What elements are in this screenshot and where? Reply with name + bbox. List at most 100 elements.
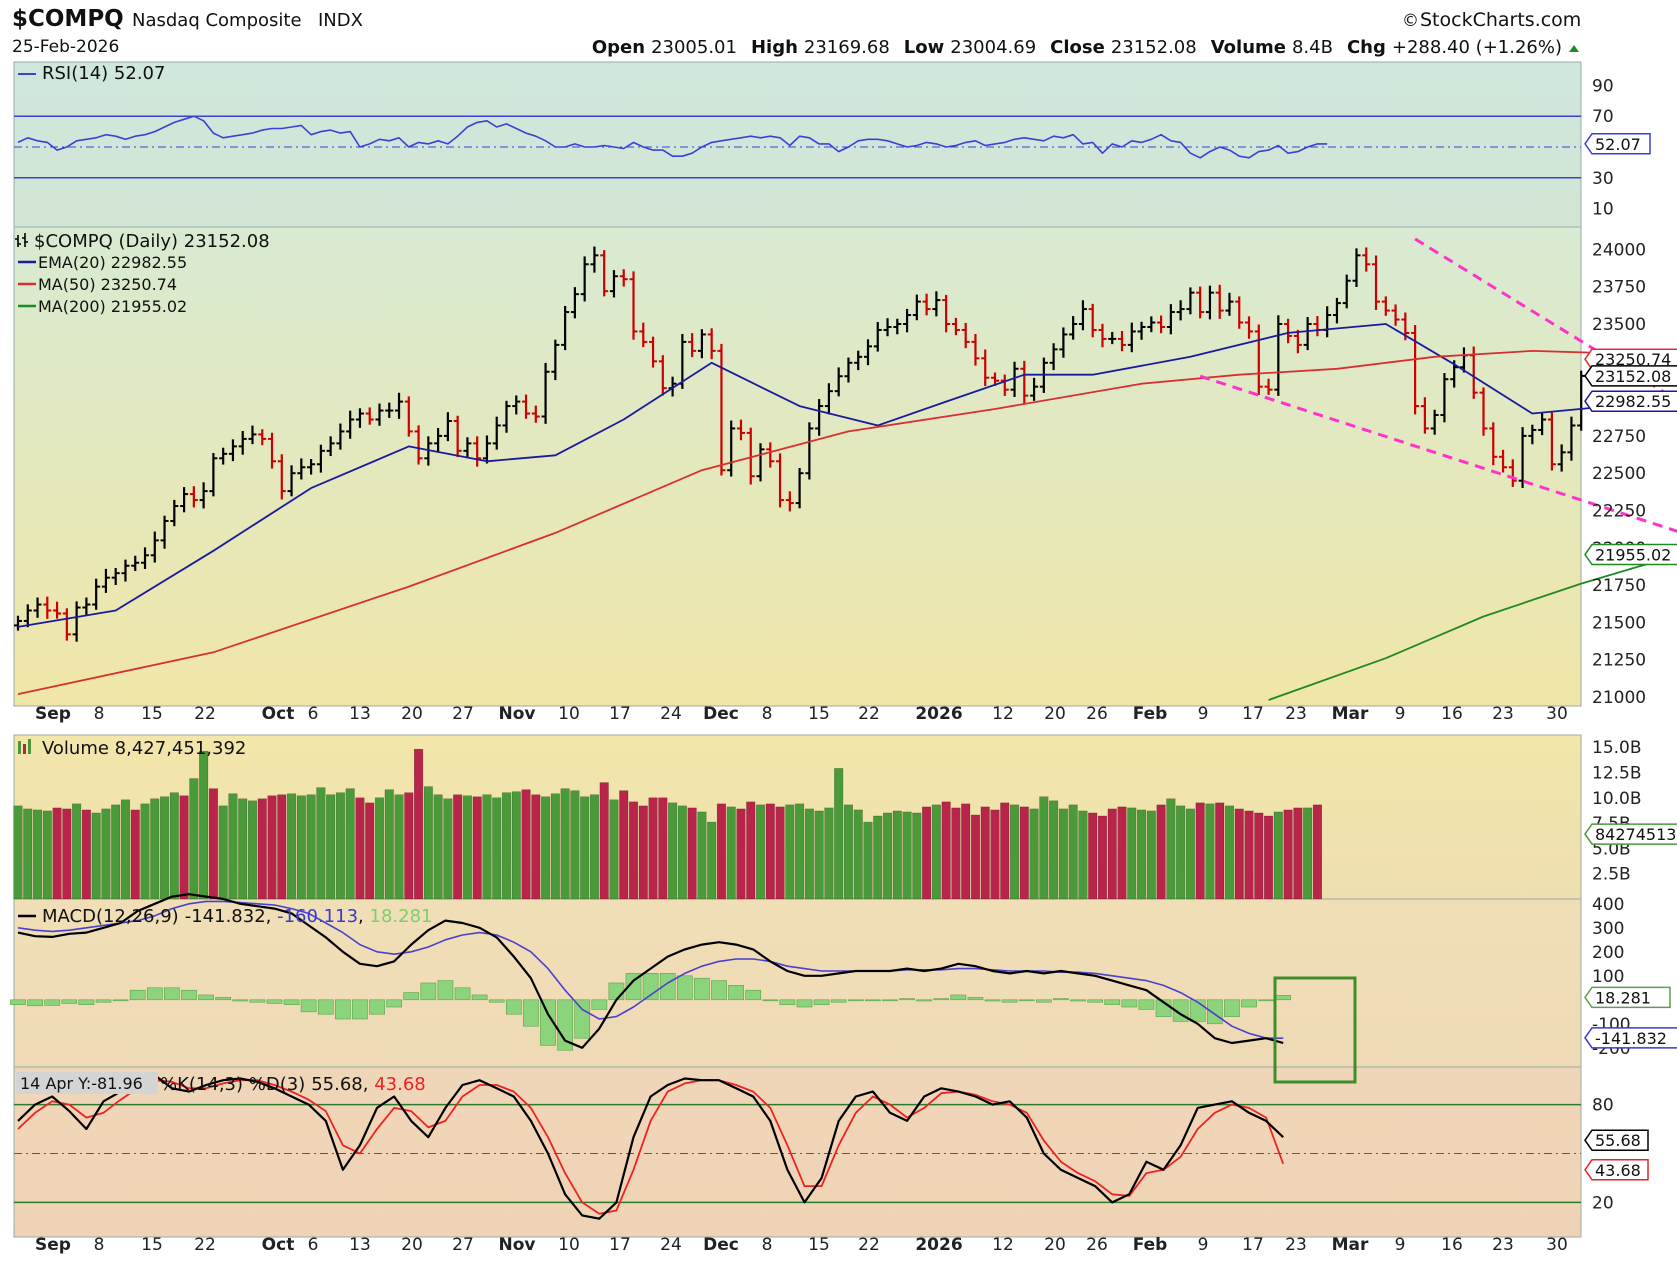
price-bar bbox=[160, 515, 169, 549]
volume-bar bbox=[550, 793, 560, 900]
ema-legend-label: EMA(20) 22982.55 bbox=[38, 253, 187, 272]
volume-bar bbox=[384, 789, 394, 900]
x-axis-label: 22 bbox=[194, 704, 216, 724]
macd-histogram-bar bbox=[847, 999, 864, 1002]
macd-histogram-bar bbox=[694, 977, 710, 1001]
price-bar bbox=[180, 487, 189, 513]
x-axis-label-bottom: 2026 bbox=[915, 1235, 962, 1255]
price-bar bbox=[844, 357, 853, 383]
volume-bar bbox=[736, 808, 746, 900]
up-arrow-icon bbox=[1569, 45, 1579, 52]
macd-histogram-bar bbox=[591, 999, 608, 1010]
macd-histogram-bar bbox=[1053, 998, 1069, 1001]
volume-bar bbox=[873, 815, 883, 900]
price-bar bbox=[1440, 373, 1449, 423]
price-bar bbox=[463, 437, 472, 459]
x-axis-label: 23 bbox=[1285, 704, 1307, 724]
price-bar bbox=[1352, 248, 1361, 287]
macd-histogram-bar bbox=[1036, 999, 1052, 1003]
macd-histogram-bar bbox=[215, 997, 232, 1001]
volume-bar bbox=[785, 804, 795, 900]
x-axis-label: 15 bbox=[808, 704, 830, 724]
volume-bar bbox=[1215, 802, 1225, 900]
price-bar bbox=[1147, 316, 1156, 333]
volume-bar bbox=[638, 805, 648, 900]
rsi-tick-label: 30 bbox=[1592, 169, 1614, 189]
price-bar bbox=[619, 269, 628, 287]
price-bar bbox=[1235, 296, 1244, 329]
price-bar bbox=[238, 430, 247, 455]
volume-bar bbox=[1273, 811, 1283, 900]
price-value-box-text: 22982.55 bbox=[1595, 392, 1671, 411]
volume-bar bbox=[775, 806, 785, 900]
x-axis-label: 30 bbox=[1546, 704, 1568, 724]
price-bar bbox=[971, 333, 980, 366]
macd-histogram-bar bbox=[505, 999, 522, 1015]
volume-bar bbox=[1137, 809, 1147, 900]
macd-tick-label: 300 bbox=[1592, 919, 1624, 939]
price-bar bbox=[1508, 459, 1517, 487]
volume-bar bbox=[990, 809, 1000, 900]
rsi-tick-label: 10 bbox=[1592, 200, 1614, 220]
price-bar bbox=[502, 400, 511, 433]
price-bar bbox=[53, 601, 62, 619]
close-label: Close bbox=[1050, 37, 1105, 58]
volume-bar bbox=[824, 807, 834, 900]
volume-bar bbox=[42, 810, 52, 900]
stochastic-tick-label: 20 bbox=[1592, 1193, 1614, 1213]
volume-bar bbox=[1176, 805, 1186, 900]
low-value: 23004.69 bbox=[950, 37, 1036, 58]
volume-bar bbox=[492, 797, 502, 900]
ma50-line bbox=[17, 349, 1677, 695]
price-bar bbox=[600, 250, 609, 297]
macd-histogram-bar bbox=[198, 994, 214, 1001]
price-tick-label: 21500 bbox=[1592, 613, 1646, 633]
price-tick-label: 21000 bbox=[1592, 688, 1646, 708]
price-bar bbox=[336, 423, 345, 450]
volume-bar bbox=[1234, 808, 1244, 900]
price-tick-label: 21750 bbox=[1592, 576, 1646, 596]
price-bar bbox=[951, 317, 960, 336]
macd-hist-value-box-frame bbox=[1584, 986, 1671, 1009]
volume-bar bbox=[1205, 803, 1215, 900]
x-axis-label: 6 bbox=[308, 704, 319, 724]
price-bar bbox=[1215, 284, 1224, 319]
volume-bar bbox=[599, 782, 609, 900]
x-axis-label-bottom: Dec bbox=[703, 1235, 739, 1255]
volume-tick-label: 12.5B bbox=[1592, 763, 1642, 783]
price-bar bbox=[1020, 360, 1029, 404]
macd-histogram-bar bbox=[540, 999, 556, 1046]
volume-bar bbox=[609, 799, 619, 900]
price-bar bbox=[150, 531, 159, 563]
volume-bar bbox=[531, 794, 541, 900]
price-bar bbox=[1518, 427, 1527, 488]
symbol-title: $COMPQ bbox=[12, 6, 124, 32]
x-axis-label-bottom: 20 bbox=[401, 1235, 423, 1255]
macd-histogram-bar bbox=[950, 994, 967, 1001]
price-bar bbox=[688, 333, 697, 358]
stochastic-panel bbox=[13, 1066, 1582, 1238]
chg-value: +288.40 (+1.26%) bbox=[1392, 37, 1562, 58]
price-bar bbox=[82, 597, 91, 616]
macd-histogram-bar bbox=[112, 999, 129, 1002]
volume-bar bbox=[374, 797, 385, 900]
macd-histogram-bar bbox=[471, 994, 488, 1001]
rsi-tick-label: 90 bbox=[1592, 76, 1614, 96]
price-bar bbox=[570, 287, 579, 319]
volume-bar bbox=[521, 789, 531, 900]
price-value-box: 23250.74 bbox=[1584, 348, 1677, 370]
volume-bar bbox=[1195, 802, 1205, 900]
rsi-series: 907050301052.07 bbox=[14, 76, 1651, 220]
x-axis-label-bottom: 26 bbox=[1086, 1235, 1108, 1255]
price-bar bbox=[815, 399, 824, 436]
tooltip-text: 14 Apr Y:-81.96 bbox=[20, 1074, 143, 1093]
volume-bar bbox=[1166, 798, 1176, 900]
volume-bar bbox=[1117, 806, 1127, 900]
volume-bar bbox=[1254, 812, 1264, 900]
volume-bar bbox=[365, 802, 375, 900]
macd-histogram-bar bbox=[830, 999, 847, 1003]
volume-bar bbox=[453, 794, 463, 900]
macd-histogram-bar bbox=[335, 999, 351, 1020]
price-tick-label: 23750 bbox=[1592, 278, 1646, 298]
macd-histogram-bar bbox=[967, 997, 984, 1001]
